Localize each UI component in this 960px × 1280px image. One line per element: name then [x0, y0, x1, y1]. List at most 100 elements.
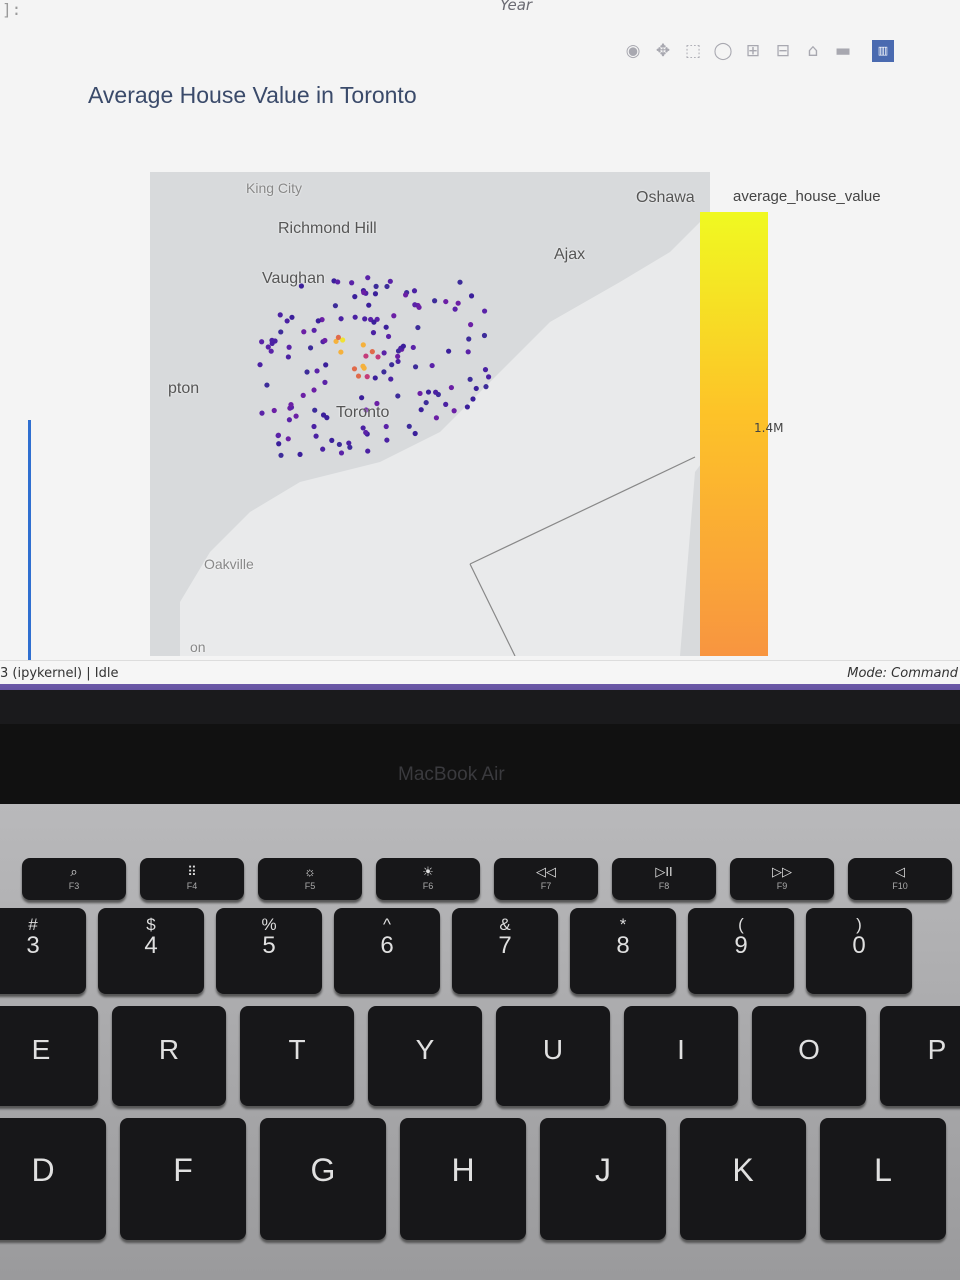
fn-key[interactable]: ⌕ F3	[22, 858, 126, 900]
number-key[interactable]: 3 #	[0, 908, 86, 994]
data-point[interactable]	[300, 392, 306, 398]
data-point[interactable]	[481, 308, 488, 314]
data-point[interactable]	[470, 396, 476, 402]
data-point[interactable]	[304, 369, 310, 375]
data-point[interactable]	[315, 318, 321, 324]
data-point[interactable]	[466, 336, 472, 342]
data-point[interactable]	[443, 401, 449, 408]
data-point[interactable]	[257, 362, 263, 368]
data-point[interactable]	[271, 407, 277, 414]
data-point[interactable]	[388, 376, 394, 382]
data-point[interactable]	[395, 358, 401, 365]
data-point[interactable]	[433, 415, 439, 421]
letter-key[interactable]: H	[400, 1118, 526, 1240]
data-point[interactable]	[391, 313, 397, 319]
letter-key[interactable]: F	[120, 1118, 246, 1240]
data-point[interactable]	[360, 425, 366, 431]
data-point[interactable]	[363, 353, 369, 359]
data-point[interactable]	[370, 330, 377, 336]
data-point[interactable]	[276, 441, 282, 447]
data-point[interactable]	[286, 344, 292, 350]
data-point[interactable]	[360, 363, 366, 369]
data-point[interactable]	[275, 432, 281, 439]
letter-key[interactable]: L	[820, 1118, 946, 1240]
data-point[interactable]	[360, 342, 366, 348]
data-point[interactable]	[352, 314, 358, 320]
data-point[interactable]	[455, 300, 461, 306]
data-point[interactable]	[373, 283, 379, 289]
data-point[interactable]	[412, 364, 419, 370]
data-point[interactable]	[385, 333, 392, 340]
data-point[interactable]	[448, 384, 455, 391]
data-point[interactable]	[384, 437, 390, 443]
data-point[interactable]	[335, 334, 342, 341]
data-point[interactable]	[425, 389, 432, 395]
home-icon[interactable]: ⌂	[807, 41, 819, 61]
data-point[interactable]	[395, 393, 401, 399]
fn-key[interactable]: ☼ F5	[258, 858, 362, 900]
data-point[interactable]	[259, 339, 265, 345]
number-key[interactable]: 0)	[806, 908, 912, 994]
data-point[interactable]	[481, 332, 488, 339]
data-point[interactable]	[311, 387, 317, 393]
fn-key[interactable]: ▷▷ F9	[730, 858, 834, 900]
data-point[interactable]	[363, 429, 369, 436]
data-point[interactable]	[473, 385, 479, 392]
data-point[interactable]	[372, 291, 379, 297]
data-point[interactable]	[403, 292, 409, 298]
data-point[interactable]	[293, 413, 299, 419]
data-point[interactable]	[338, 349, 344, 355]
letter-key[interactable]: R	[112, 1006, 226, 1106]
data-point[interactable]	[297, 451, 303, 458]
data-point[interactable]	[432, 298, 438, 304]
data-point[interactable]	[483, 384, 489, 390]
data-point[interactable]	[451, 408, 457, 414]
data-point[interactable]	[457, 279, 463, 285]
map-plot-area[interactable]: King City Richmond Hill Vaughan Oshawa A…	[150, 172, 710, 656]
data-point[interactable]	[265, 344, 271, 350]
data-point[interactable]	[336, 441, 342, 448]
data-point[interactable]	[314, 368, 320, 374]
plotly-logo-icon[interactable]: ▥	[872, 40, 894, 62]
data-point[interactable]	[285, 436, 291, 442]
data-point[interactable]	[464, 404, 470, 410]
data-point[interactable]	[355, 373, 362, 379]
fn-key[interactable]: ☀ F6	[376, 858, 480, 900]
data-point[interactable]	[338, 450, 345, 456]
data-point[interactable]	[284, 318, 290, 324]
data-point[interactable]	[416, 304, 422, 310]
data-point[interactable]	[365, 275, 371, 281]
data-point[interactable]	[371, 319, 377, 325]
data-point[interactable]	[320, 446, 326, 452]
fn-key[interactable]: ◁◁ F7	[494, 858, 598, 900]
data-point[interactable]	[259, 410, 265, 416]
data-point[interactable]	[364, 374, 370, 380]
letter-key[interactable]: G	[260, 1118, 386, 1240]
fn-key[interactable]: ▷II F8	[612, 858, 716, 900]
letter-key[interactable]: D	[0, 1118, 106, 1240]
data-point[interactable]	[415, 324, 421, 331]
data-point[interactable]	[383, 423, 389, 430]
data-point[interactable]	[322, 337, 328, 344]
data-point[interactable]	[340, 337, 346, 343]
data-point[interactable]	[443, 298, 449, 305]
camera-icon[interactable]: ◉	[625, 41, 641, 61]
data-point[interactable]	[323, 362, 329, 368]
data-point[interactable]	[307, 345, 314, 351]
data-point[interactable]	[372, 375, 378, 381]
data-point[interactable]	[278, 452, 284, 458]
data-point[interactable]	[365, 448, 371, 454]
data-point[interactable]	[301, 329, 307, 335]
data-point[interactable]	[389, 362, 395, 368]
letter-key[interactable]: K	[680, 1118, 806, 1240]
lasso-icon[interactable]: ◯	[713, 41, 733, 61]
zoom-in-icon[interactable]: ⊞	[745, 41, 761, 61]
reset-icon[interactable]: ▬	[834, 41, 852, 61]
data-point[interactable]	[411, 288, 418, 294]
fn-key[interactable]: ⠿ F4	[140, 858, 244, 900]
letter-key[interactable]: I	[624, 1006, 738, 1106]
data-point[interactable]	[384, 283, 390, 290]
data-point[interactable]	[363, 407, 369, 413]
letter-key[interactable]: P	[880, 1006, 960, 1106]
letter-key[interactable]: J	[540, 1118, 666, 1240]
